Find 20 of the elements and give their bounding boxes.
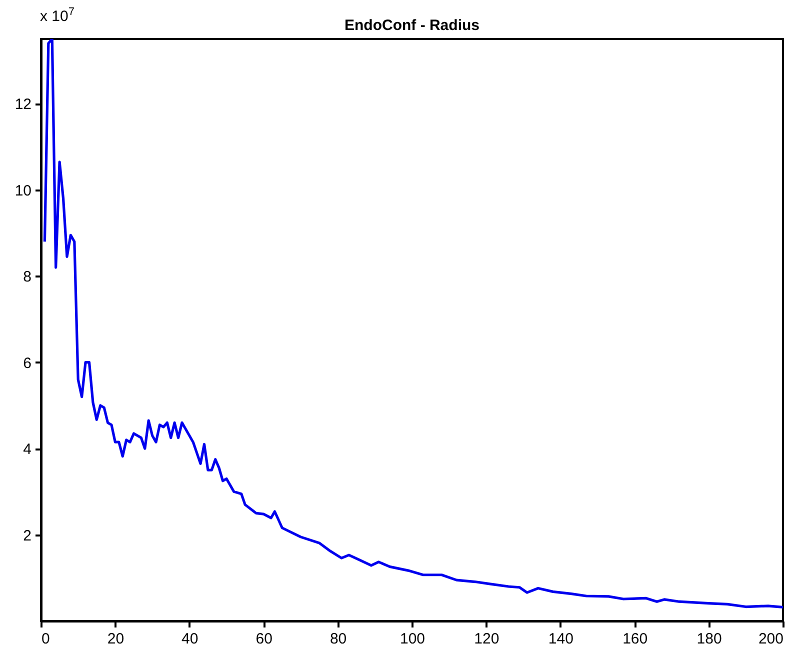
x-tick-label: 60 (256, 630, 272, 648)
y-tick-label: 10 (14, 182, 32, 200)
chart-title: EndoConf - Radius (344, 17, 480, 34)
x-tick-label: 0 (42, 630, 50, 648)
x-tick-label: 20 (107, 630, 124, 648)
x-tick-label: 160 (622, 630, 648, 648)
y-tick-label: 6 (23, 354, 32, 372)
y-tick-label: 12 (14, 96, 32, 114)
x-tick-label: 80 (330, 630, 347, 648)
x-tick-label: 180 (696, 630, 722, 648)
text: x 10$^{7}$ (40, 6, 74, 25)
x-tick-label: 40 (182, 630, 198, 648)
x-tick-label: 140 (548, 630, 574, 648)
y-tick-label: 8 (23, 268, 32, 286)
x-tick-label: 200 (758, 630, 784, 648)
y-tick-label: 2 (23, 527, 32, 544)
y-tick-label: 4 (23, 441, 32, 458)
x-tick-label: 100 (400, 630, 426, 648)
line-series (43, 39, 783, 609)
x-tick-label: 120 (474, 630, 500, 648)
